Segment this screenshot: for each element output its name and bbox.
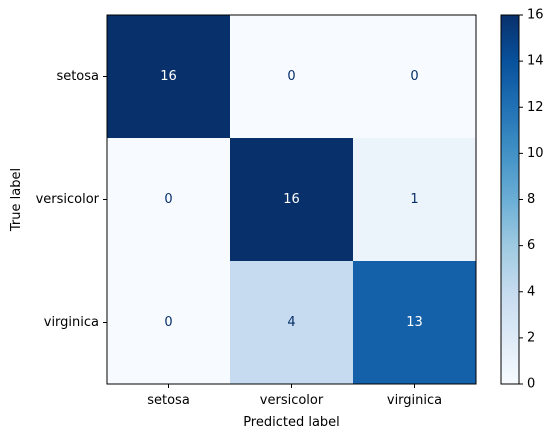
heatmap-cells <box>107 15 477 385</box>
heatmap-cell <box>107 15 231 139</box>
colorbar-tick-label: 10 <box>527 146 544 161</box>
heatmap-cell <box>230 138 354 262</box>
y-tick-label: virginica <box>44 315 99 330</box>
heatmap-cell <box>230 261 354 385</box>
heatmap-cell-labels: 16 0 00 16 10 4 13 <box>160 69 423 330</box>
cell-value-label: 16 <box>160 69 177 84</box>
heatmap-cell <box>353 261 477 385</box>
y-axis-label: True label <box>9 168 24 232</box>
colorbar-tick-label: 14 <box>527 54 544 69</box>
colorbar-tick-label: 16 <box>527 8 544 23</box>
heatmap-cell <box>230 15 354 139</box>
colorbar-ticks: 0 2 4 6 8 10 12 14 16 <box>519 8 544 392</box>
cell-value-label: 4 <box>287 315 295 330</box>
colorbar-frame <box>500 14 520 385</box>
heatmap-cell <box>107 138 231 262</box>
heatmap-cell <box>353 15 477 139</box>
x-tick-label: versicolor <box>260 393 324 408</box>
cell-value-label: 1 <box>410 192 418 207</box>
cell-value-label: 0 <box>287 69 295 84</box>
cell-value-label: 0 <box>164 315 172 330</box>
cell-value-label: 0 <box>164 192 172 207</box>
y-tick-label: versicolor <box>36 192 100 207</box>
heatmap-cell <box>107 261 231 385</box>
x-axis-label: Predicted label <box>243 415 340 430</box>
colorbar: 0 2 4 6 8 10 12 14 16 <box>500 8 544 392</box>
x-tick-label: virginica <box>387 393 442 408</box>
y-axis-ticks: setosa versicolor virginica <box>36 69 107 330</box>
colorbar-tick-label: 2 <box>527 330 535 345</box>
colorbar-tick-label: 4 <box>527 284 535 299</box>
cell-value-label: 0 <box>410 69 418 84</box>
colorbar-tick-label: 0 <box>527 377 535 392</box>
cell-value-label: 13 <box>406 315 423 330</box>
heatmap-cell <box>353 138 477 262</box>
colorbar-tick-label: 6 <box>527 238 535 253</box>
colorbar-gradient <box>501 15 519 384</box>
colorbar-tick-label: 12 <box>527 100 544 115</box>
x-axis-ticks: setosa versicolor virginica <box>147 384 442 408</box>
y-tick-label: setosa <box>56 69 99 84</box>
cell-value-label: 16 <box>283 192 300 207</box>
x-tick-label: setosa <box>147 393 190 408</box>
colorbar-tick-label: 8 <box>527 192 535 207</box>
